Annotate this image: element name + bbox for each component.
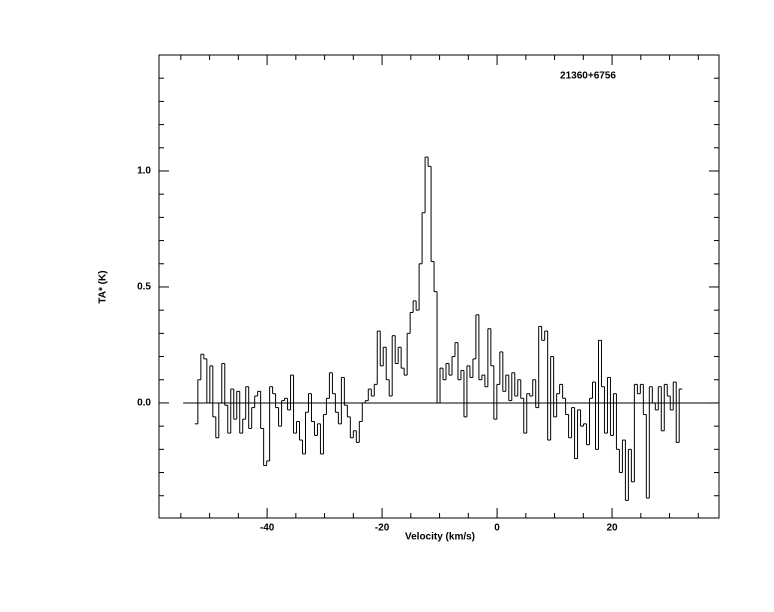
x-tick-label: -20 bbox=[375, 523, 390, 534]
y-tick-label: 0.5 bbox=[137, 282, 151, 293]
y-tick-label: 0.0 bbox=[137, 398, 151, 409]
x-tick-label: 20 bbox=[606, 523, 618, 534]
y-tick-label: 1.0 bbox=[137, 166, 151, 177]
x-axis-label: Velocity (km/s) bbox=[405, 532, 475, 543]
x-tick-label: -40 bbox=[260, 523, 275, 534]
x-tick-label: 0 bbox=[494, 523, 500, 534]
plot-frame bbox=[158, 54, 720, 519]
y-axis-label: TA* (K) bbox=[98, 270, 109, 303]
chart-title: 21360+6756 bbox=[560, 71, 616, 82]
